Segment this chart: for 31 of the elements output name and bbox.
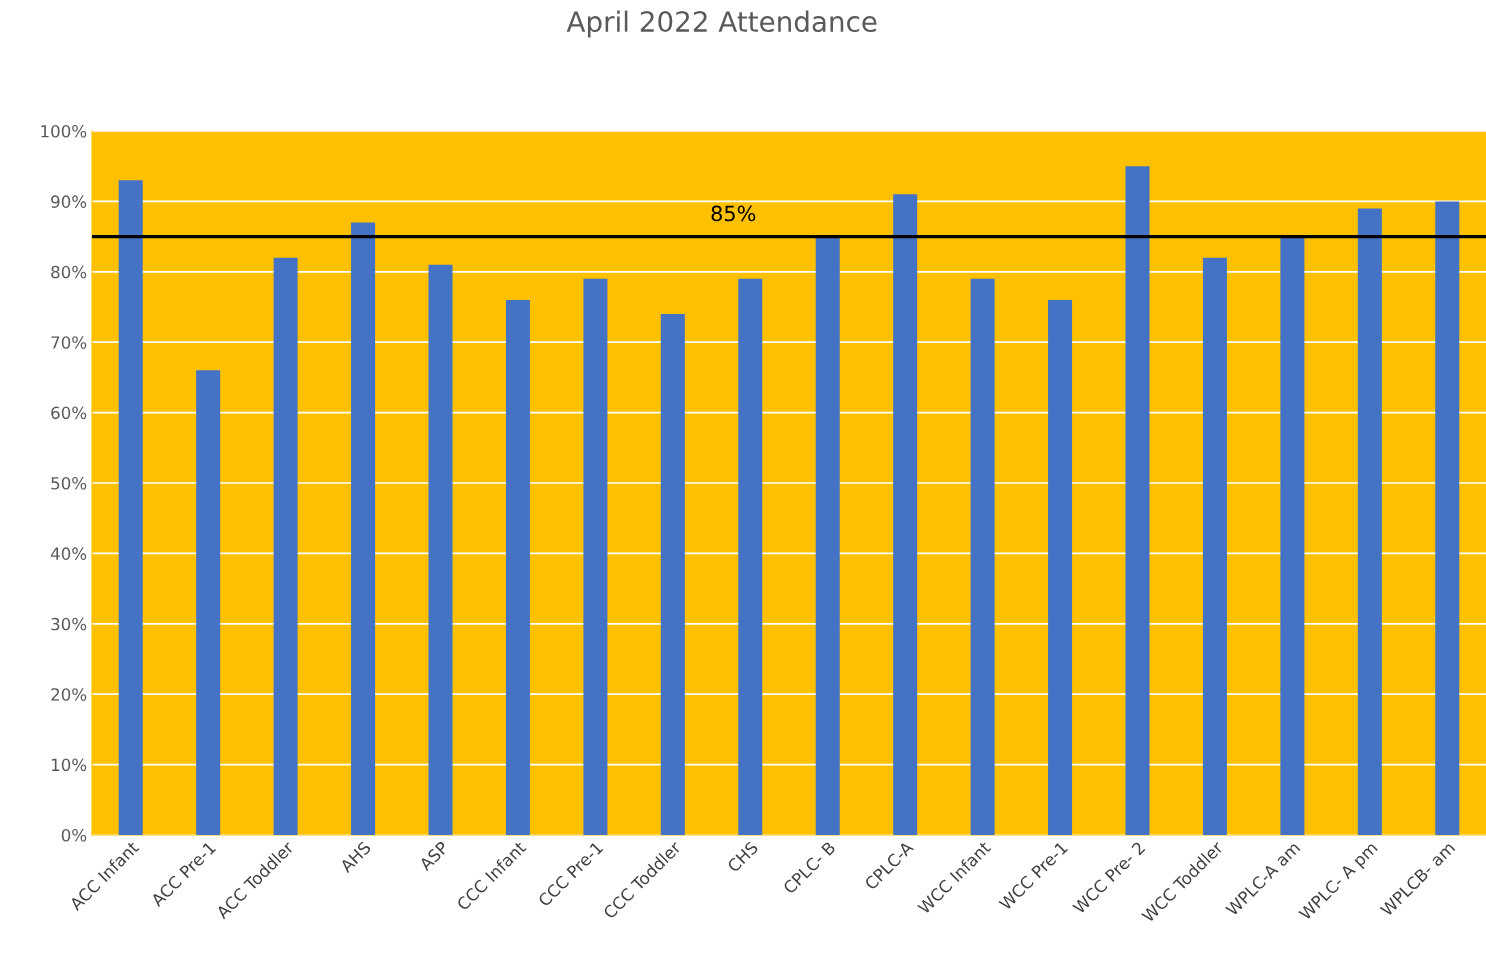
y-tick-label: 80%	[51, 265, 87, 279]
y-tick-label: 30%	[51, 617, 87, 631]
y-tick-label: 20%	[51, 688, 87, 701]
bar	[351, 222, 376, 835]
bar	[660, 314, 685, 835]
bar	[970, 278, 995, 835]
y-tick-label: 100%	[41, 124, 87, 138]
bar	[583, 278, 608, 835]
y-tick-label: 90%	[51, 195, 87, 208]
bar	[738, 278, 763, 835]
y-tick-label: 60%	[51, 406, 87, 420]
chart-title: April 2022 Attendance	[566, 10, 877, 38]
bar	[1435, 201, 1460, 835]
bar	[273, 257, 298, 835]
y-tick-label: 10%	[51, 758, 87, 772]
y-tick-label: 40%	[50, 547, 87, 560]
bar	[893, 194, 918, 835]
bar	[428, 264, 453, 835]
bar	[1125, 166, 1150, 835]
y-tick-label: 50%	[51, 476, 87, 490]
y-tick-label: 70%	[51, 336, 87, 349]
bar	[505, 299, 530, 835]
bar	[1280, 236, 1305, 835]
bar	[1202, 257, 1227, 835]
bar	[1357, 208, 1382, 835]
ref-line-label: 85%	[711, 205, 756, 222]
bar	[815, 236, 840, 835]
bar	[196, 370, 221, 835]
bar	[118, 180, 143, 835]
bar	[1048, 299, 1073, 835]
y-tick-label: 0%	[61, 828, 87, 842]
